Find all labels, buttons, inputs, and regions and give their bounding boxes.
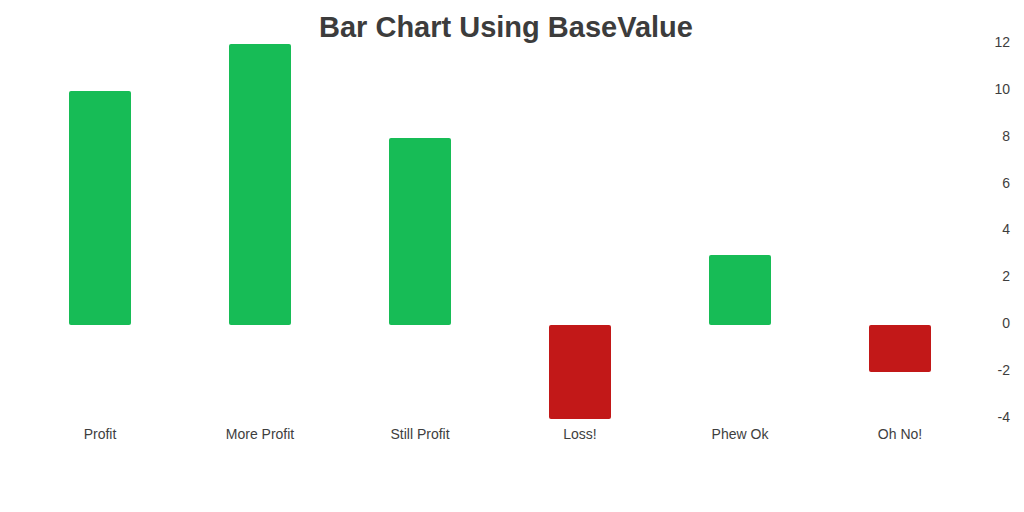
x-tick-label: Loss! [500,426,660,442]
bar-more-profit [229,44,291,325]
x-tick-label: Still Profit [340,426,500,442]
y-tick-label: -4 [950,409,1010,425]
x-tick-label: More Profit [180,426,340,442]
bar-oh-no [869,325,931,372]
y-tick-label: 12 [950,34,1010,50]
y-tick-label: 2 [950,268,1010,284]
y-tick-label: 6 [950,175,1010,191]
bar-loss [549,325,611,419]
bar-phew-ok [709,255,771,325]
y-tick-label: 8 [950,128,1010,144]
chart-title: Bar Chart Using BaseValue [0,11,1012,44]
bar-profit [69,91,131,325]
y-tick-label: 0 [950,315,1010,331]
x-tick-label: Oh No! [820,426,980,442]
y-tick-label: 4 [950,221,1010,237]
y-tick-label: -2 [950,362,1010,378]
y-tick-label: 10 [950,81,1010,97]
x-tick-label: Profit [20,426,180,442]
bar-chart: Bar Chart Using BaseValue 121086420-2-4 … [0,0,1024,512]
x-tick-label: Phew Ok [660,426,820,442]
bar-still-profit [389,138,451,325]
